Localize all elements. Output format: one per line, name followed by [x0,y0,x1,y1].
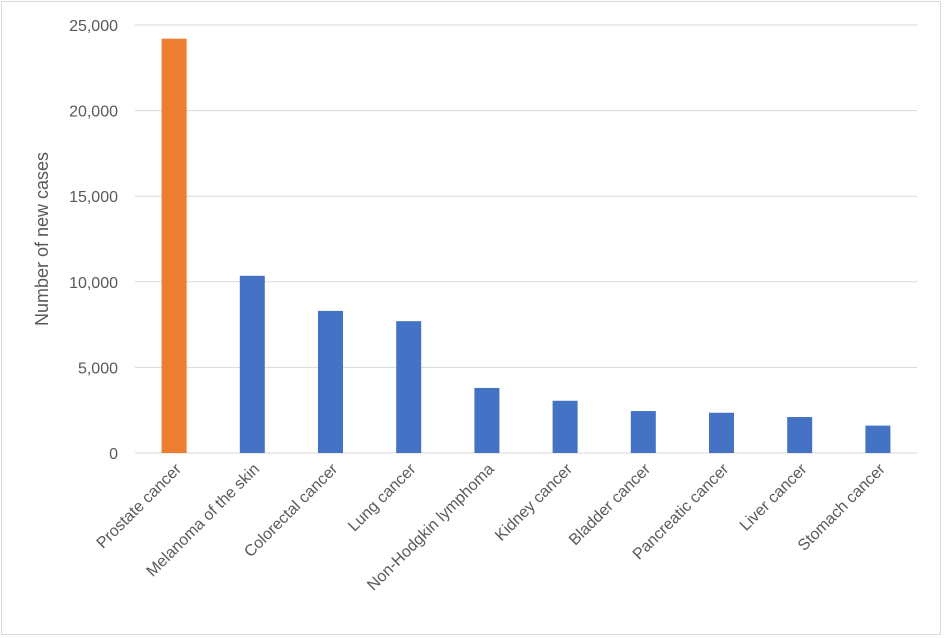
bar [552,400,578,453]
y-axis-title: Number of new cases [32,152,52,326]
gridlines [135,24,917,454]
bar [865,425,891,453]
bar [318,310,343,453]
x-tick-label: Lung cancer [345,460,420,535]
x-tick-label: Prostate cancer [94,460,186,552]
y-tick-label: 15,000 [69,189,118,206]
bar [787,417,813,453]
y-tick-label: 20,000 [69,104,118,121]
x-tick-label: Kidney cancer [492,460,576,544]
bar [396,321,422,453]
y-tick-label: 5,000 [78,360,118,377]
y-tick-label: 25,000 [69,18,118,35]
y-tick-label: 0 [109,446,118,463]
bar [630,411,656,453]
bar [161,38,187,454]
x-tick-label: Stomach cancer [795,460,889,554]
bars [161,38,891,454]
x-tick-label: Non-Hodgkin lymphoma [364,461,497,594]
y-tick-labels: 0 5,000 10,000 15,000 20,000 25,000 [69,18,118,463]
bar [709,412,734,453]
y-tick-label: 10,000 [69,275,118,292]
bar [239,275,265,453]
x-tick-label: Bladder cancer [566,460,655,549]
bar [474,387,500,453]
x-tick-label: Liver cancer [737,460,811,534]
